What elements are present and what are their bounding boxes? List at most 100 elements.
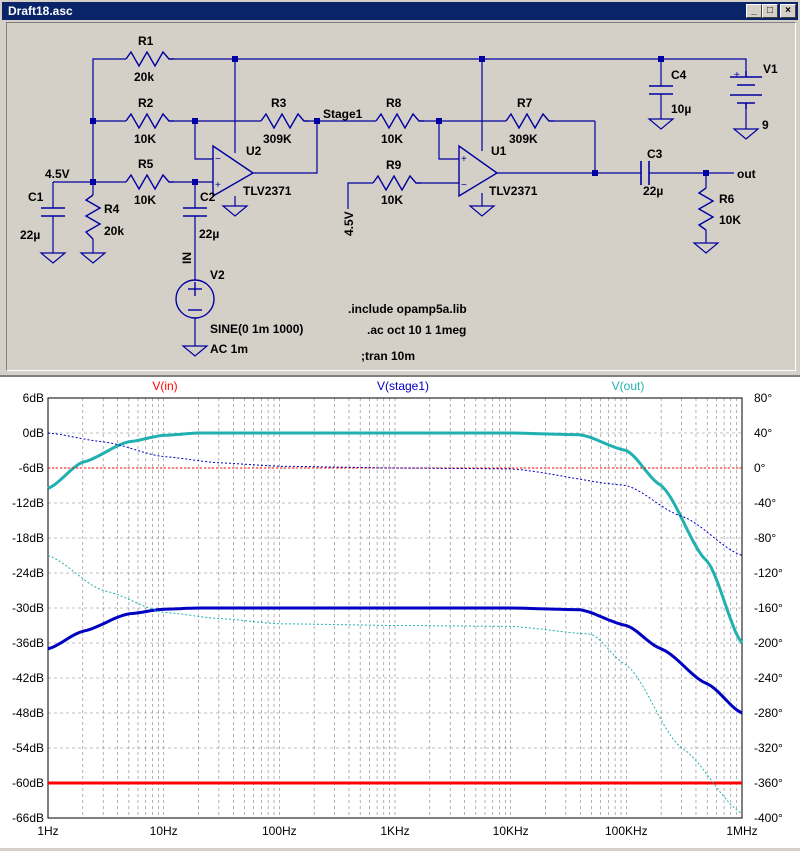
net-4v5-left: 4.5V — [45, 167, 70, 181]
r2-value: 10K — [134, 132, 156, 146]
legend-vin[interactable]: V(in) — [152, 379, 177, 393]
c4-label: C4 — [671, 68, 687, 82]
c3-label: C3 — [647, 147, 663, 161]
net-stage1: Stage1 — [323, 107, 363, 121]
r7-label: R7 — [517, 96, 533, 110]
u1-label: U1 — [491, 144, 507, 158]
v2-value-sine: SINE(0 1m 1000) — [210, 322, 303, 336]
c1-label: C1 — [28, 190, 44, 204]
x-tick-label: 1MHz — [726, 824, 757, 838]
left-tick-label: -6dB — [19, 461, 44, 475]
net-in: IN — [180, 252, 194, 264]
plot-traces — [47, 431, 744, 815]
left-tick-label: -18dB — [12, 531, 44, 545]
trace-vstage1-phase — [47, 432, 743, 556]
trace-vstage1-db — [47, 606, 743, 715]
bode-plot[interactable]: 6dB 0dB -6dB -12dB -18dB -24dB -30dB -36dB -42dB… — [0, 377, 800, 846]
legend-vstage1[interactable]: V(stage1) — [377, 379, 429, 393]
r1-value: 20k — [134, 70, 154, 84]
left-tick-label: -66dB — [12, 811, 44, 825]
legend-vout[interactable]: V(out) — [612, 379, 645, 393]
r9-value: 10K — [381, 193, 403, 207]
left-tick-label: -48dB — [12, 706, 44, 720]
schematic-canvas[interactable]: − + + − + — [6, 22, 796, 371]
r6-label: R6 — [719, 192, 735, 206]
opamps — [212, 144, 499, 198]
ground-symbols — [39, 118, 760, 357]
right-tick-label: 0° — [754, 461, 766, 475]
window-title: Draft18.asc — [8, 4, 73, 18]
svg-text:−: − — [215, 154, 221, 165]
u2-label: U2 — [246, 144, 262, 158]
left-tick-label: 0dB — [23, 426, 44, 440]
svg-text:−: − — [461, 180, 467, 191]
right-tick-label: 80° — [754, 391, 772, 405]
right-tick-label: 40° — [754, 426, 772, 440]
r7-value: 309K — [509, 132, 538, 146]
u2-value: TLV2371 — [243, 184, 292, 198]
close-button[interactable]: × — [780, 4, 796, 18]
left-tick-label: -30dB — [12, 601, 44, 615]
capacitors — [41, 85, 673, 217]
right-tick-label: -160° — [754, 601, 783, 615]
waveform-window[interactable]: 6dB 0dB -6dB -12dB -18dB -24dB -30dB -36dB -42dB… — [0, 375, 800, 848]
svg-text:+: + — [215, 180, 221, 191]
right-tick-label: -200° — [754, 636, 783, 650]
right-axis-ticks: 80° 40° 0° -40° -80° -120° -160° -200° -240° -280… — [754, 391, 783, 825]
c3-value: 22µ — [643, 184, 663, 198]
svg-text:+: + — [734, 70, 740, 81]
x-tick-label: 1Hz — [37, 824, 58, 838]
r8-value: 10K — [381, 132, 403, 146]
right-tick-label: -240° — [754, 671, 783, 685]
c4-value: 10µ — [671, 102, 691, 116]
minimize-button[interactable]: _ — [746, 4, 762, 18]
left-tick-label: -42dB — [12, 671, 44, 685]
c2-label: C2 — [200, 190, 216, 204]
r3-label: R3 — [271, 96, 287, 110]
directive-tran: ;tran 10m — [361, 349, 415, 363]
schematic-window: Draft18.asc _ □ × — [0, 0, 800, 375]
r2-label: R2 — [138, 96, 154, 110]
resistors — [84, 50, 715, 240]
r5-value: 10K — [134, 193, 156, 207]
left-tick-label: -12dB — [12, 496, 44, 510]
x-axis-ticks: 1Hz 10Hz 100Hz 1KHz 10KHz 100KHz 1MHz — [37, 824, 757, 838]
c2-value: 22µ — [199, 227, 219, 241]
u1-value: TLV2371 — [489, 184, 538, 198]
r3-value: 309K — [263, 132, 292, 146]
battery-v1 — [730, 71, 762, 109]
junctions — [90, 56, 709, 185]
left-tick-label: 6dB — [23, 391, 44, 405]
left-tick-label: -60dB — [12, 776, 44, 790]
svg-text:+: + — [461, 154, 467, 165]
net-4v5-r9: 4.5V — [342, 211, 356, 236]
r6-value: 10K — [719, 213, 741, 227]
source-v2 — [175, 279, 215, 319]
trace-vout-phase — [47, 555, 743, 815]
v1-label: V1 — [763, 62, 778, 76]
r4-value: 20k — [104, 224, 124, 238]
right-tick-label: -80° — [754, 531, 776, 545]
left-tick-label: -24dB — [12, 566, 44, 580]
v2-label: V2 — [210, 268, 225, 282]
maximize-button[interactable]: □ — [762, 4, 778, 18]
right-tick-label: -280° — [754, 706, 783, 720]
x-tick-label: 100KHz — [605, 824, 648, 838]
x-tick-label: 1KHz — [380, 824, 409, 838]
directive-include: .include opamp5a.lib — [348, 302, 467, 316]
x-tick-label: 10KHz — [493, 824, 529, 838]
c1-value: 22µ — [20, 228, 40, 242]
directive-ac: .ac oct 10 1 1meg — [367, 323, 466, 337]
wires — [52, 58, 747, 346]
right-tick-label: -120° — [754, 566, 783, 580]
x-tick-label: 100Hz — [262, 824, 297, 838]
right-tick-label: -320° — [754, 741, 783, 755]
right-tick-label: -40° — [754, 496, 776, 510]
trace-vout-db — [47, 431, 744, 644]
r4-label: R4 — [104, 202, 120, 216]
trace-legend[interactable]: V(in) V(stage1) V(out) — [152, 379, 644, 393]
x-tick-label: 10Hz — [150, 824, 178, 838]
plot-frame — [47, 397, 743, 819]
v2-value-ac: AC 1m — [210, 342, 248, 356]
r1-label: R1 — [138, 34, 154, 48]
